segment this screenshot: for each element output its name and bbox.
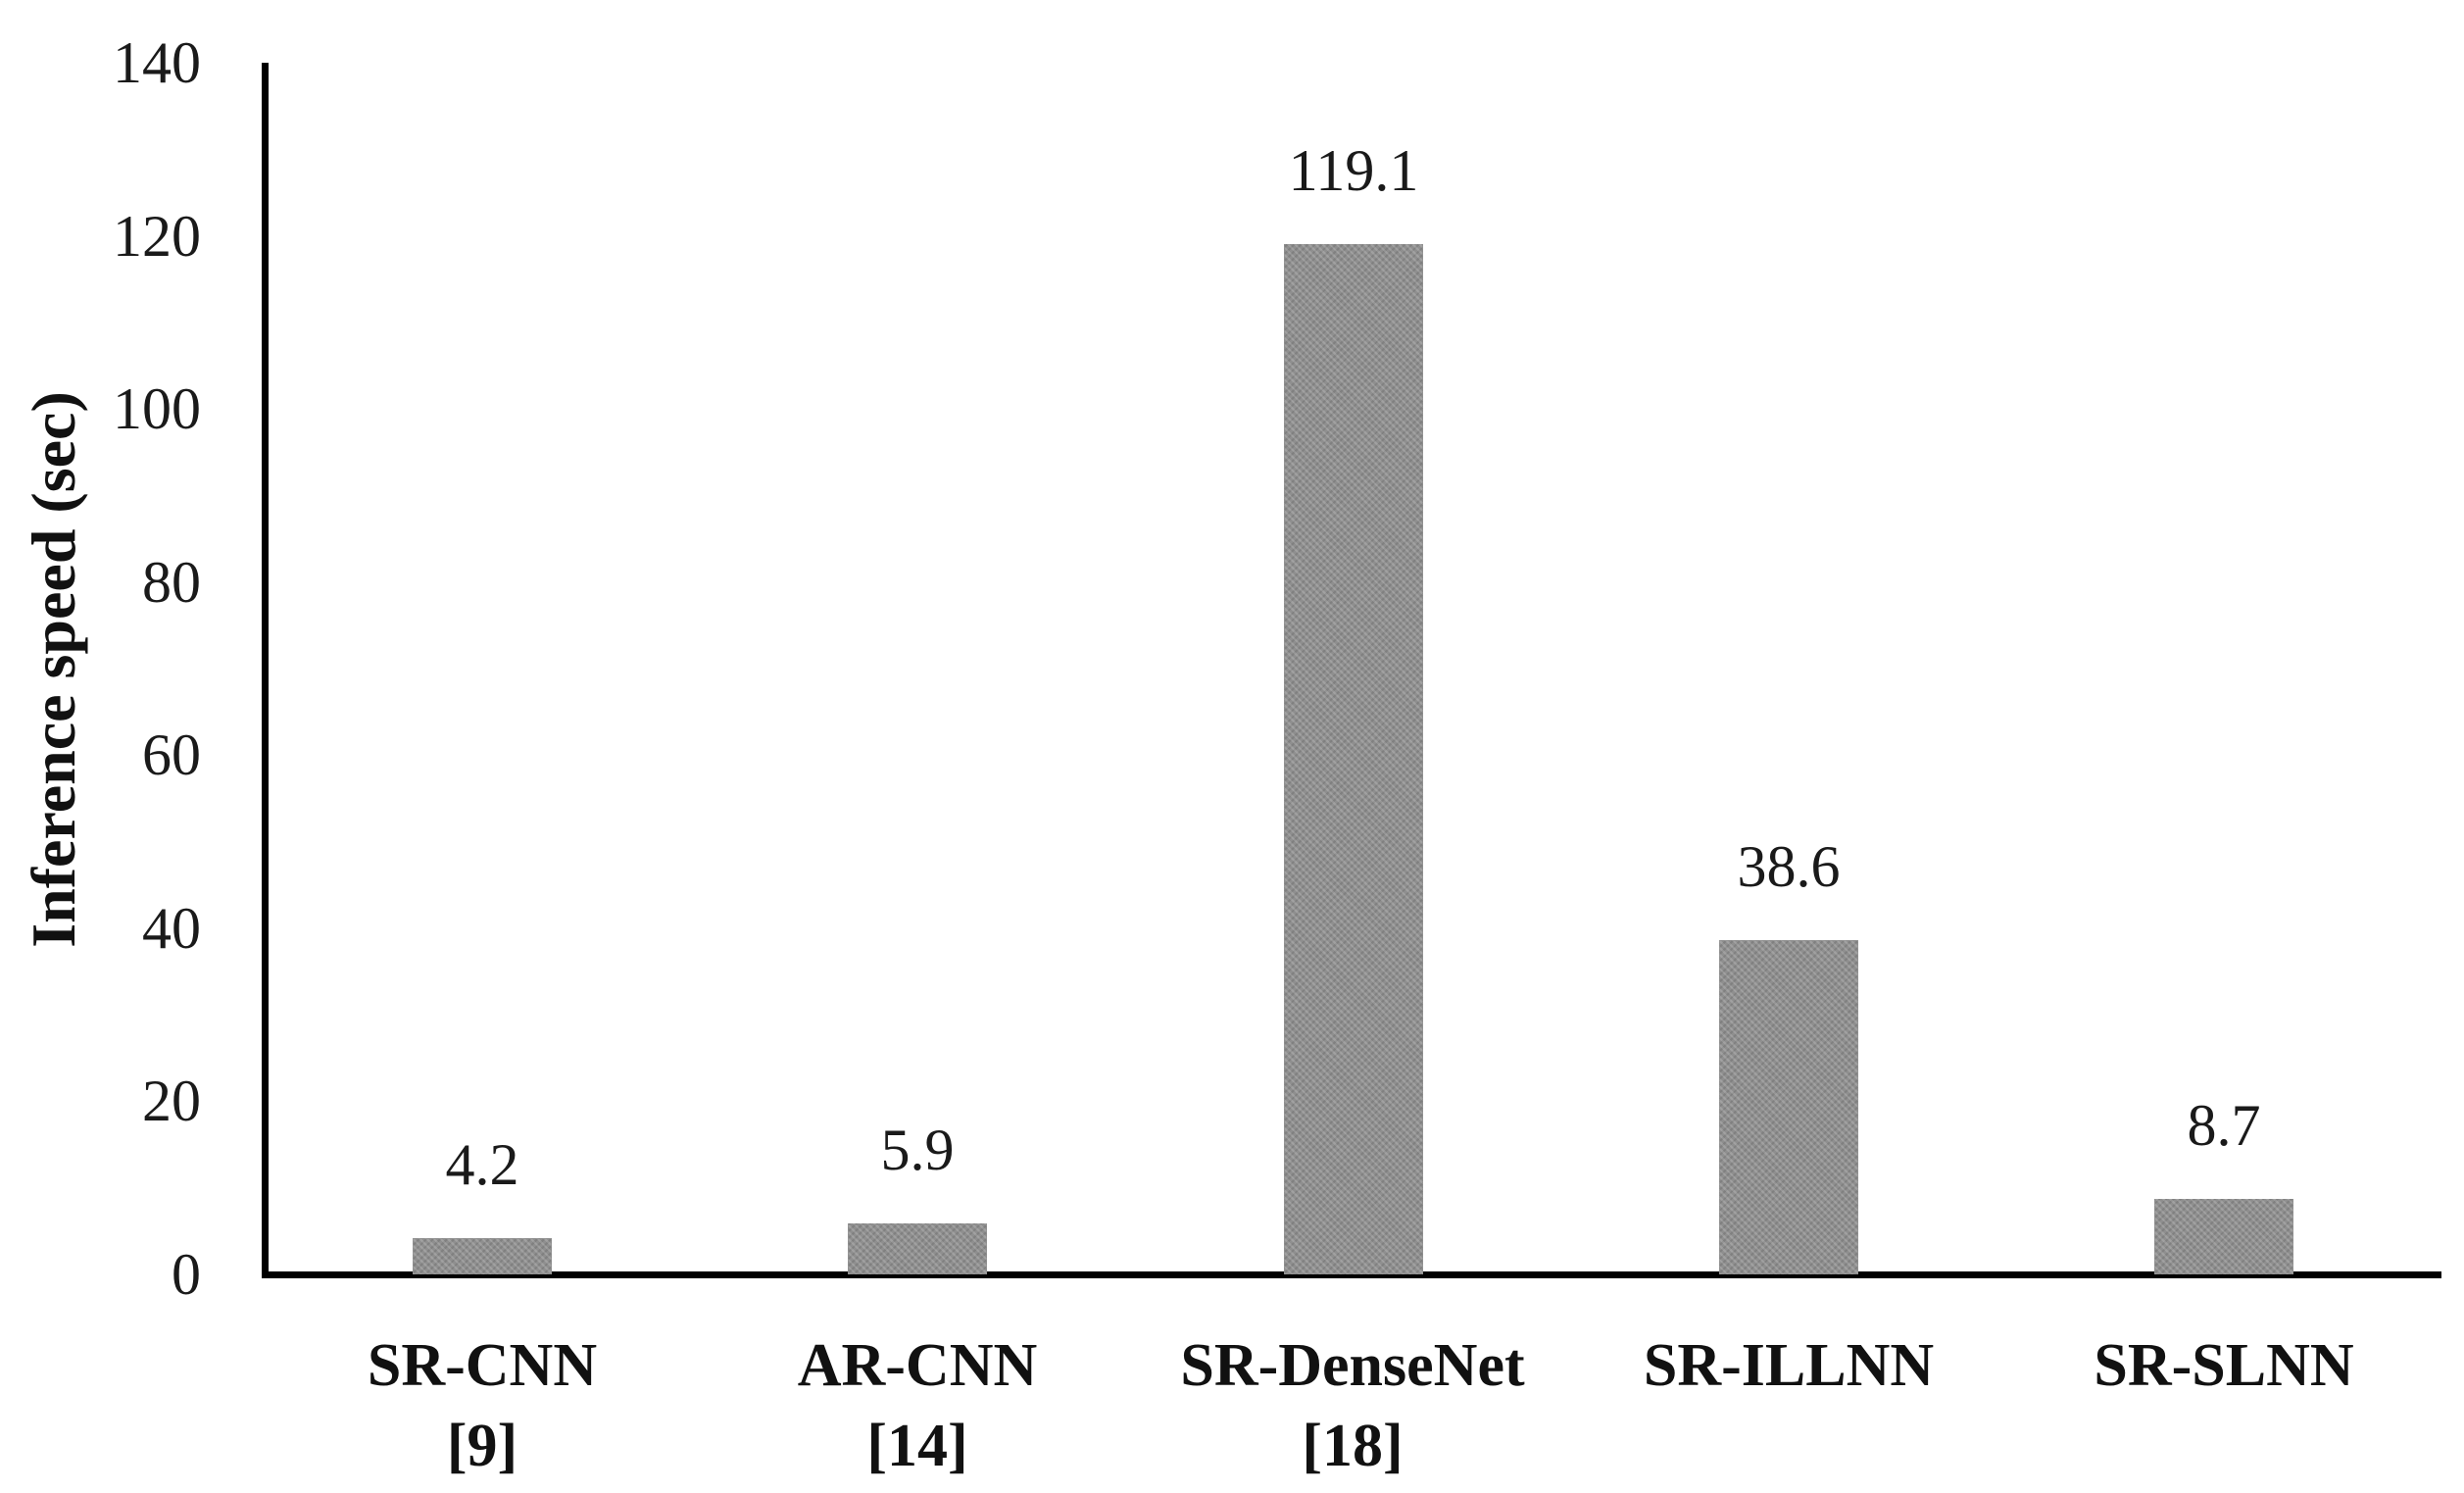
y-tick-label: 100 xyxy=(113,376,201,442)
y-tick-label: 40 xyxy=(142,895,201,961)
x-category-label: SR-SLNN xyxy=(2006,1325,2441,1406)
bar-ar-cnn xyxy=(848,1223,987,1274)
y-axis-line xyxy=(262,63,269,1278)
bar-value-label: 5.9 xyxy=(880,1118,955,1182)
x-category-label-line: SR-ILLNN xyxy=(1643,1332,1935,1399)
bar-sr-slnn xyxy=(2154,1199,2293,1274)
bar-value-label: 8.7 xyxy=(2187,1093,2261,1158)
bar-sr-cnn xyxy=(413,1238,552,1274)
bar-sr-densenet xyxy=(1284,244,1423,1274)
y-tick-label: 120 xyxy=(113,203,201,269)
x-category-label-line: SR-DenseNet xyxy=(1180,1332,1525,1399)
x-category-label-line: [9] xyxy=(446,1413,518,1479)
x-category-label-line: SR-CNN xyxy=(367,1332,598,1399)
y-tick-label: 80 xyxy=(142,549,201,615)
x-category-label-line: AR-CNN xyxy=(797,1332,1038,1399)
bar-sr-illnn xyxy=(1719,940,1858,1274)
x-category-label: SR-ILLNN xyxy=(1571,1325,2006,1406)
y-tick-label: 0 xyxy=(172,1242,201,1307)
x-axis-line xyxy=(262,1271,2441,1278)
y-tick-label: 60 xyxy=(142,722,201,788)
x-category-label-line: SR-SLNN xyxy=(2094,1332,2354,1399)
bar-value-label: 38.6 xyxy=(1737,834,1841,899)
y-tick-label: 20 xyxy=(142,1069,201,1134)
x-category-label: AR-CNN [14] xyxy=(700,1325,1135,1486)
bar-value-label: 119.1 xyxy=(1288,138,1419,203)
x-category-label-line: [18] xyxy=(1302,1413,1404,1479)
bar-value-label: 4.2 xyxy=(445,1132,519,1197)
y-tick-label: 140 xyxy=(113,30,201,95)
x-category-label: SR-DenseNet [18] xyxy=(1135,1325,1570,1486)
x-category-label: SR-CNN [9] xyxy=(265,1325,700,1486)
x-category-label-line: [14] xyxy=(866,1413,968,1479)
